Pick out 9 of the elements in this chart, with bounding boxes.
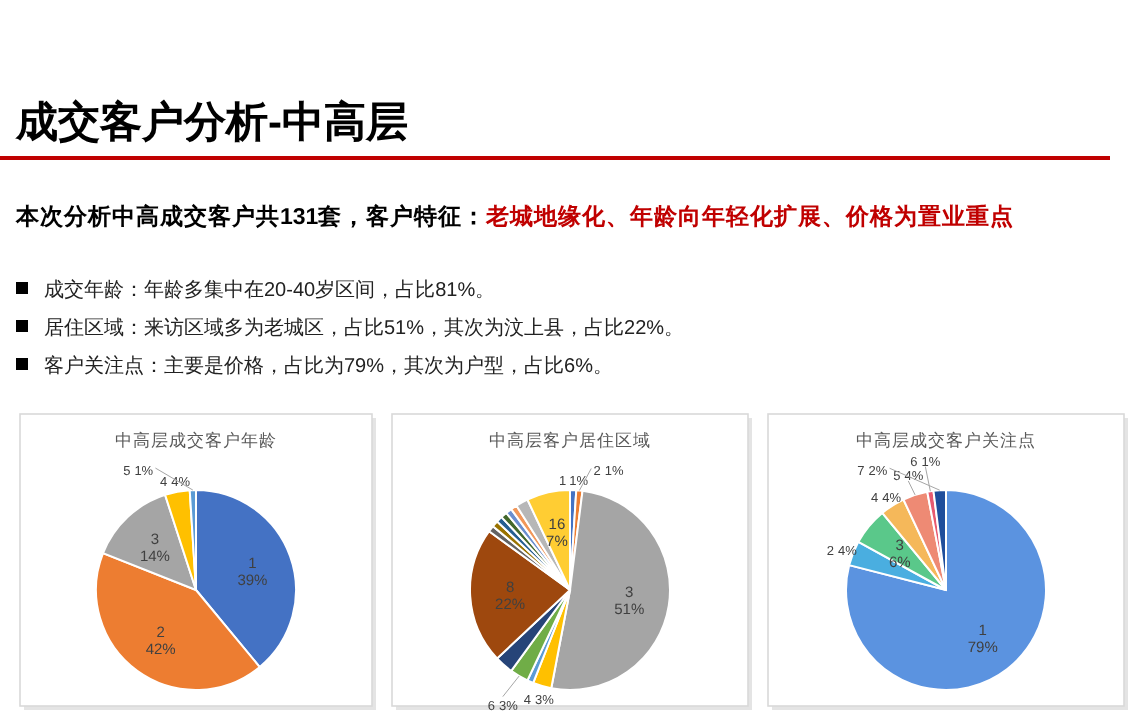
text: 客户关注点：主要是价格，占比为79%，其次为户型，占比6%。 <box>44 354 613 378</box>
text: 成交年龄：年龄多集中在20-40岁区间，占比81%。 <box>44 278 496 302</box>
text: 成交客户分析-中高层 <box>14 98 408 146</box>
chart-title: 中高层成交客户关注点 <box>856 430 1036 450</box>
chart-title: 中高层成交客户年龄 <box>115 430 277 450</box>
text: 本次分析中高成交客户共131套，客户特征： <box>14 202 487 230</box>
text: 老城地缘化、年龄向年轻化扩展、价格为置业重点 <box>484 202 1015 230</box>
text: 居住区域：来访区域多为老城区，占比51%，其次为汶上县，占比22%。 <box>44 316 685 340</box>
chart-title: 中高层客户居住区域 <box>489 430 651 450</box>
